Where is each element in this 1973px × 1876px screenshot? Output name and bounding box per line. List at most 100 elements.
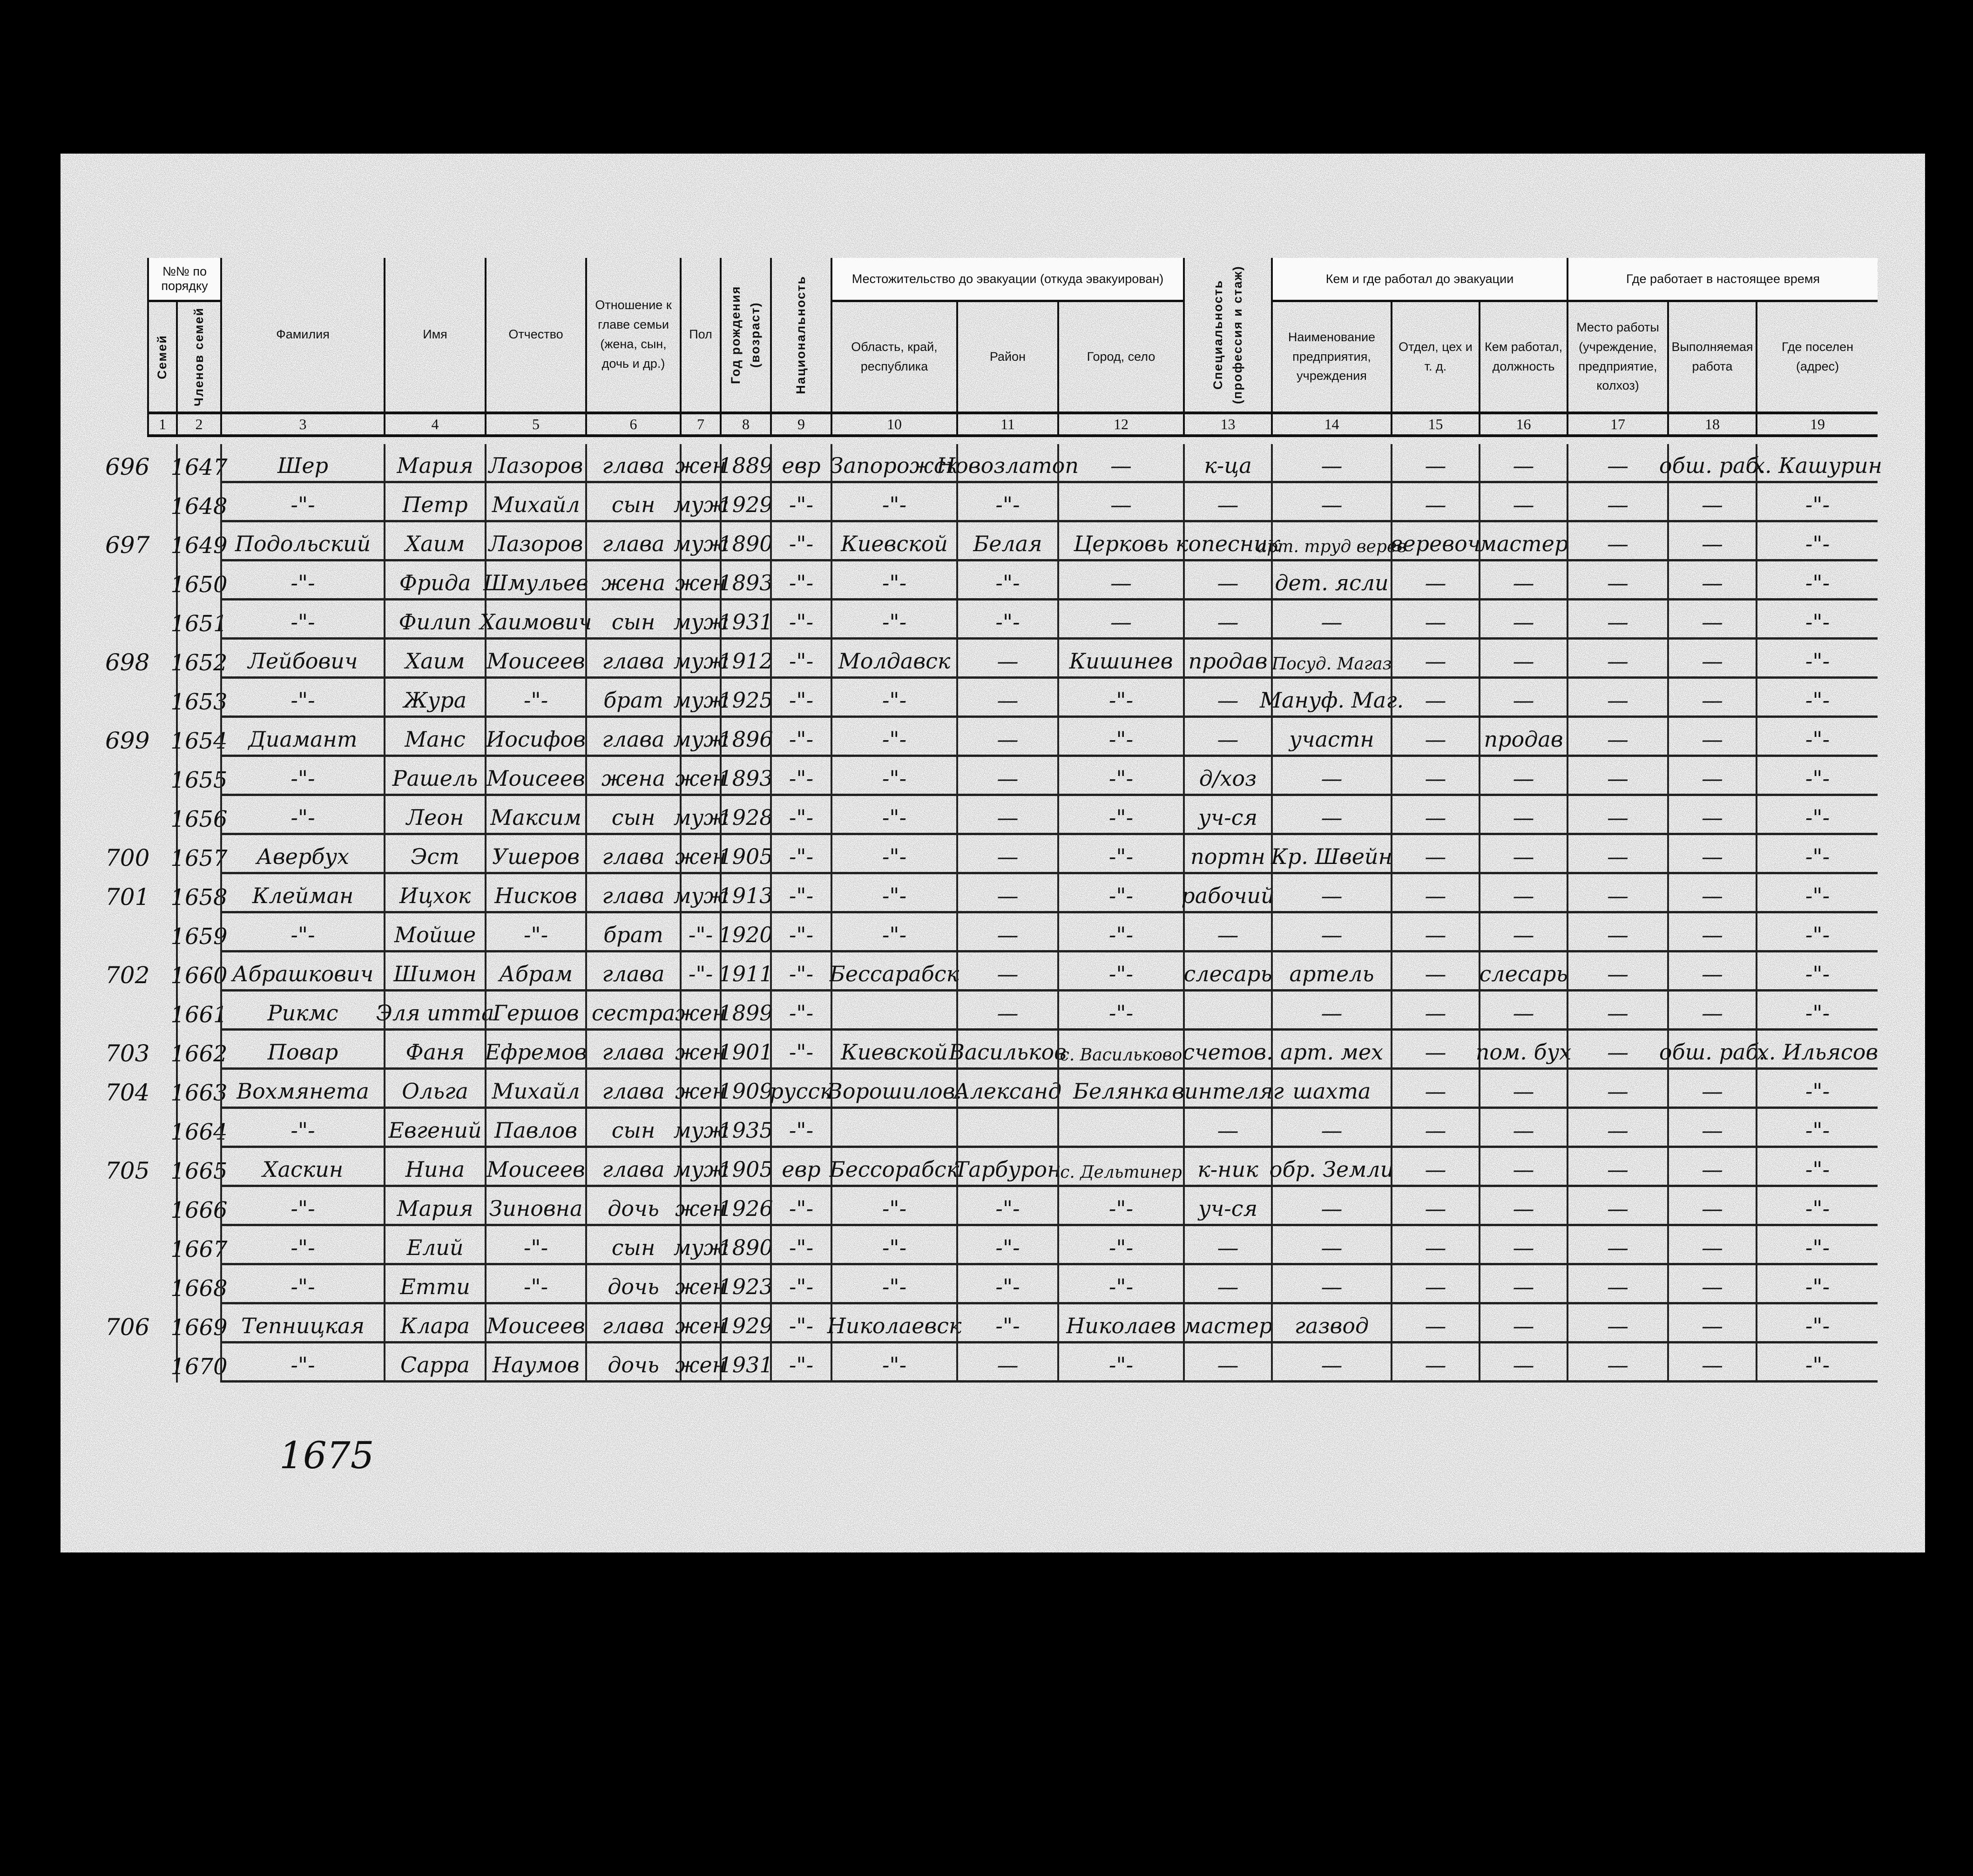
cell-first-name: Шимон xyxy=(384,952,485,992)
cell-first-name: Манс xyxy=(384,718,485,757)
column-header-relation: Отношение к главе семьи (жена, сын, дочь… xyxy=(585,258,680,412)
cell-district: -"- xyxy=(956,1187,1057,1226)
cell-surname: Клейман xyxy=(220,874,384,913)
column-number: 13 xyxy=(1183,412,1271,437)
cell-family-no: 703 xyxy=(105,1040,150,1067)
cell-first-name: Филип xyxy=(384,601,485,640)
cell-specialty: — xyxy=(1183,601,1271,640)
cell-address: -"- xyxy=(1756,1070,1878,1109)
cell-surname: -"- xyxy=(220,1187,384,1226)
cell-sex: муж xyxy=(673,1226,728,1265)
column-number: 4 xyxy=(384,412,485,437)
cell-prev-department: — xyxy=(1391,1187,1479,1226)
cell-address: -"- xyxy=(1756,757,1878,796)
column-header-label: Национальность xyxy=(794,275,808,394)
cell-current-job: — xyxy=(1667,1343,1756,1383)
cell-prev-department: — xyxy=(1391,679,1479,718)
cell-district: — xyxy=(956,874,1057,913)
cell-birth-year: 1923 xyxy=(718,1265,773,1304)
column-header-label: Кем работал, должность xyxy=(1484,339,1563,373)
cell-member-no: 1664 xyxy=(170,1109,228,1148)
cell-surname: Тепницкая xyxy=(220,1304,384,1343)
cell-patronymic: Зиновна xyxy=(485,1187,585,1226)
cell-family-no xyxy=(105,1226,156,1265)
cell-prev-position: — xyxy=(1479,992,1567,1031)
cell-prev-position: — xyxy=(1479,1304,1567,1343)
cell-city: -"- xyxy=(1057,718,1183,757)
cell-region: -"- xyxy=(831,796,956,835)
cell-city: -"- xyxy=(1057,1265,1183,1304)
cell-current-job: обш. раб. xyxy=(1659,444,1765,483)
cell-first-name: Фрида xyxy=(384,561,485,601)
cell-current-workplace: — xyxy=(1567,1304,1667,1343)
column-header-sex: Пол xyxy=(680,258,720,412)
cell-current-job: — xyxy=(1667,601,1756,640)
cell-family-no xyxy=(105,601,156,640)
cell-address: -"- xyxy=(1756,601,1878,640)
column-header-prev-enterprise: Наименование предприятия, учреждения xyxy=(1271,302,1391,412)
cell-specialty: слесарь xyxy=(1183,952,1272,992)
cell-specialty: — xyxy=(1183,679,1271,718)
cell-nationality: -"- xyxy=(770,601,831,640)
cell-family-no: 701 xyxy=(105,884,150,911)
cell-surname: -"- xyxy=(220,1109,384,1148)
cell-city: -"- xyxy=(1057,835,1183,874)
cell-district: — xyxy=(956,913,1057,952)
cell-city: -"- xyxy=(1057,992,1183,1031)
column-number: 16 xyxy=(1479,412,1567,437)
cell-sex: жен xyxy=(675,1343,726,1383)
cell-relation: сын xyxy=(585,601,680,640)
cell-member-no: 1655 xyxy=(170,757,228,796)
cell-city: Церковь xyxy=(1057,522,1183,561)
cell-prev-enterprise: дет. ясли xyxy=(1271,561,1391,601)
cell-prev-department: — xyxy=(1391,601,1479,640)
cell-sex: жен xyxy=(675,1070,726,1109)
cell-birth-year: 1890 xyxy=(718,522,773,561)
table-row: 706 1669 Тепницкая Клара Моисеев глава жен 1929… xyxy=(105,1304,1878,1343)
cell-current-job: — xyxy=(1667,561,1756,601)
table-row: 702 1660 Абрашкович Шимон Абрам глава -"- 1911-… xyxy=(105,952,1878,992)
cell-current-workplace: — xyxy=(1567,679,1667,718)
cell-relation: сын xyxy=(585,483,680,522)
cell-relation: глава xyxy=(585,444,680,483)
column-number: 12 xyxy=(1057,412,1183,437)
cell-prev-department: — xyxy=(1391,1148,1479,1187)
cell-address: х. Ильясов xyxy=(1756,1031,1878,1070)
cell-address: -"- xyxy=(1756,1187,1878,1226)
column-header-label: Выполняемая работа xyxy=(1671,339,1753,373)
cell-prev-position: — xyxy=(1479,679,1567,718)
column-header-region: Область, край, республика xyxy=(831,302,956,412)
cell-prev-position: — xyxy=(1479,1265,1567,1304)
cell-surname: Вохмянета xyxy=(220,1070,384,1109)
cell-member-no: 1668 xyxy=(170,1265,228,1304)
cell-sex: жен xyxy=(675,1265,726,1304)
cell-patronymic: -"- xyxy=(485,1226,585,1265)
cell-specialty: — xyxy=(1183,483,1271,522)
cell-relation: глава xyxy=(585,1031,680,1070)
cell-prev-department: — xyxy=(1391,992,1479,1031)
cell-surname: Повар xyxy=(220,1031,384,1070)
cell-member-no: 1658 xyxy=(170,874,228,913)
cell-sex: муж xyxy=(673,679,728,718)
cell-nationality: -"- xyxy=(770,522,831,561)
cell-relation: брат xyxy=(585,679,680,718)
cell-prev-enterprise: Посуд. Магаз xyxy=(1271,640,1392,679)
cell-prev-position: продав xyxy=(1479,718,1567,757)
cell-birth-year: 1899 xyxy=(718,992,773,1031)
cell-nationality: -"- xyxy=(770,1109,831,1148)
cell-family-no: 702 xyxy=(105,962,150,989)
cell-surname: -"- xyxy=(220,1265,384,1304)
cell-family-no xyxy=(105,561,156,601)
cell-sex: жен xyxy=(675,757,726,796)
cell-surname: -"- xyxy=(220,483,384,522)
cell-city: -"- xyxy=(1057,874,1183,913)
table-row: 701 1658 Клейман Ицхок Нисков глава муж 1913 -"-… xyxy=(105,874,1878,913)
cell-current-workplace: — xyxy=(1567,796,1667,835)
cell-prev-enterprise: — xyxy=(1271,874,1391,913)
cell-prev-position: — xyxy=(1479,1148,1567,1187)
cell-nationality: -"- xyxy=(770,796,831,835)
cell-surname: -"- xyxy=(220,913,384,952)
cell-current-job: — xyxy=(1667,1226,1756,1265)
cell-member-no: 1651 xyxy=(170,601,228,640)
cell-first-name: Леон xyxy=(384,796,485,835)
